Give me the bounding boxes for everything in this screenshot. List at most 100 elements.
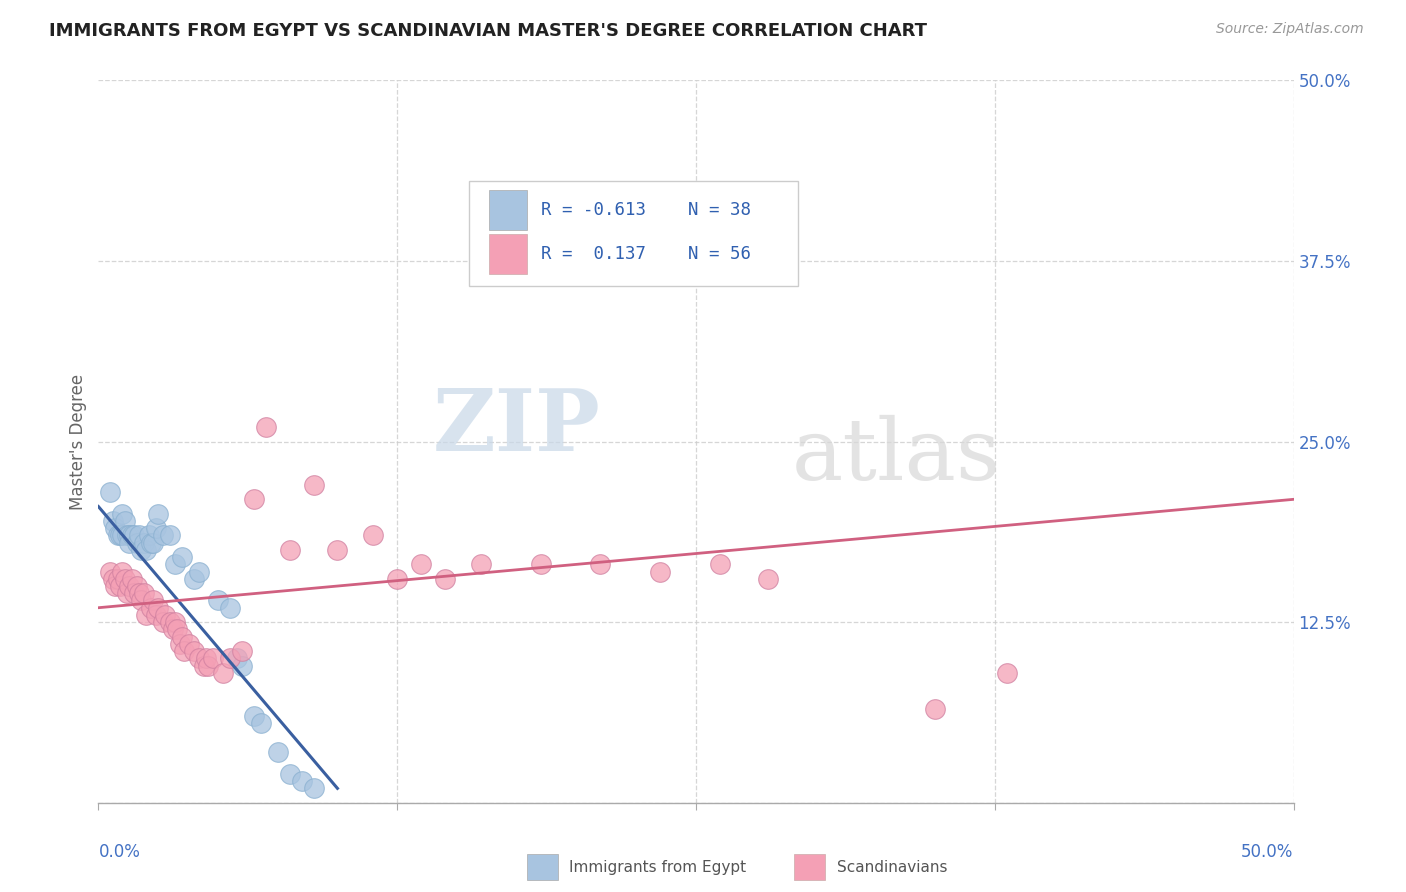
Point [101, 514, 124, 528]
Point [152, 615, 174, 630]
FancyBboxPatch shape [489, 191, 527, 230]
Point [207, 593, 229, 607]
Point [111, 507, 134, 521]
Point [211, 665, 233, 680]
Point [118, 579, 141, 593]
Point [114, 572, 136, 586]
Point [98, 485, 122, 500]
Point [166, 623, 188, 637]
Point [470, 558, 492, 572]
Point [104, 521, 127, 535]
Text: R =  0.137    N = 56: R = 0.137 N = 56 [541, 244, 751, 262]
Point [131, 542, 153, 557]
Text: Scandinavians: Scandinavians [837, 860, 948, 874]
Point [254, 420, 277, 434]
Point [302, 478, 325, 492]
Point [291, 774, 314, 789]
Point [243, 709, 266, 723]
Text: IMMIGRANTS FROM EGYPT VS SCANDINAVIAN MASTER'S DEGREE CORRELATION CHART: IMMIGRANTS FROM EGYPT VS SCANDINAVIAN MA… [49, 22, 927, 40]
Point [108, 579, 131, 593]
Point [267, 745, 290, 759]
Y-axis label: Master's Degree: Master's Degree [69, 374, 87, 509]
Text: atlas: atlas [792, 415, 1001, 498]
Point [148, 507, 170, 521]
Point [411, 558, 433, 572]
Text: 0.0%: 0.0% [98, 843, 141, 861]
Point [142, 535, 165, 549]
Point [219, 600, 242, 615]
Point [756, 572, 779, 586]
Point [231, 658, 253, 673]
Point [385, 572, 409, 586]
Point [114, 514, 136, 528]
Point [219, 651, 242, 665]
Point [250, 716, 273, 731]
Point [193, 658, 215, 673]
Point [589, 558, 612, 572]
FancyBboxPatch shape [489, 234, 527, 274]
Point [132, 535, 155, 549]
Point [125, 535, 148, 549]
Point [226, 651, 249, 665]
Point [183, 644, 205, 658]
Point [121, 572, 143, 586]
Point [243, 492, 266, 507]
Point [135, 607, 157, 622]
Point [278, 767, 301, 781]
FancyBboxPatch shape [470, 181, 797, 286]
Text: R = -0.613    N = 38: R = -0.613 N = 38 [541, 202, 751, 219]
Point [115, 528, 138, 542]
Point [172, 550, 194, 565]
Point [434, 572, 457, 586]
Point [142, 593, 165, 607]
Point [231, 644, 253, 658]
Point [101, 572, 124, 586]
Point [530, 558, 553, 572]
Point [138, 528, 160, 542]
Point [128, 528, 150, 542]
Point [128, 586, 150, 600]
Point [302, 781, 325, 796]
Point [155, 607, 177, 622]
Text: 50.0%: 50.0% [1241, 843, 1294, 861]
Point [183, 572, 205, 586]
Point [145, 521, 167, 535]
Point [107, 572, 129, 586]
Point [131, 593, 153, 607]
Point [924, 702, 946, 716]
Point [124, 528, 146, 542]
Point [648, 565, 672, 579]
Point [118, 535, 141, 549]
Point [163, 558, 186, 572]
Point [163, 615, 186, 630]
Point [159, 528, 181, 542]
Point [135, 542, 157, 557]
Point [187, 565, 209, 579]
Point [195, 651, 218, 665]
Point [145, 607, 167, 622]
Point [159, 615, 181, 630]
Point [121, 528, 143, 542]
Point [108, 528, 131, 542]
Point [363, 528, 385, 542]
Point [162, 623, 184, 637]
Point [124, 586, 146, 600]
Point [187, 651, 209, 665]
Text: Immigrants from Egypt: Immigrants from Egypt [569, 860, 747, 874]
Point [173, 644, 195, 658]
Point [98, 565, 122, 579]
Point [132, 586, 155, 600]
Point [197, 658, 219, 673]
Point [125, 579, 148, 593]
Point [118, 528, 141, 542]
Point [139, 535, 162, 549]
Text: Source: ZipAtlas.com: Source: ZipAtlas.com [1216, 22, 1364, 37]
Point [326, 542, 349, 557]
Point [111, 528, 134, 542]
Point [172, 630, 194, 644]
Point [202, 651, 225, 665]
Point [169, 637, 191, 651]
Point [107, 528, 129, 542]
Point [278, 542, 301, 557]
Point [111, 565, 134, 579]
